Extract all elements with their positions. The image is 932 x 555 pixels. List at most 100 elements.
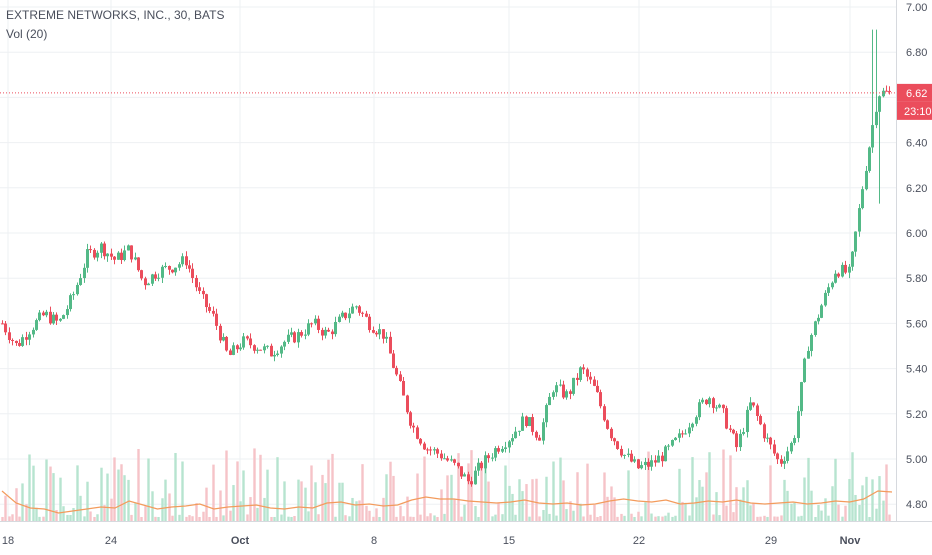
candle-body: [521, 416, 524, 431]
candle-body: [385, 336, 388, 339]
volume-bar: [144, 506, 147, 521]
candle-body: [151, 274, 154, 284]
volume-bar: [321, 474, 324, 521]
candle-body: [766, 437, 769, 439]
candle-body: [45, 311, 48, 316]
candle-body: [572, 377, 575, 394]
candle-body: [484, 455, 487, 469]
price-axis[interactable]: 7.006.806.606.406.206.005.805.605.405.20…: [897, 2, 932, 511]
candle-body: [797, 411, 800, 439]
volume-bar: [504, 465, 507, 521]
candle-body: [882, 90, 885, 97]
volume-bar: [76, 465, 79, 521]
volume-bar: [508, 485, 511, 521]
volume-bar: [644, 502, 647, 521]
candle-body: [181, 256, 184, 265]
candle-body: [718, 404, 721, 408]
candle-body: [433, 449, 436, 451]
candle-body: [348, 313, 351, 319]
volume-bar: [375, 508, 378, 521]
countdown-label: 23:10: [904, 106, 932, 118]
candle-body: [154, 274, 157, 279]
y-tick-label: 5.00: [906, 454, 927, 466]
volume-bar: [25, 504, 28, 521]
volume-bar: [161, 498, 164, 521]
volume-bar: [480, 468, 483, 521]
volume-bar: [661, 516, 664, 521]
candle-body: [304, 334, 307, 336]
candle-body: [480, 462, 483, 469]
candle-body: [650, 460, 653, 467]
volume-bar: [824, 498, 827, 521]
volume-bar: [300, 481, 303, 521]
volume-bar: [35, 507, 38, 521]
candle-body: [144, 278, 147, 286]
candle-body: [222, 336, 225, 341]
volume-bar: [786, 490, 789, 521]
volume-bar: [858, 504, 861, 521]
candle-body: [664, 446, 667, 462]
candle-body: [848, 266, 851, 273]
candle-body: [671, 440, 674, 446]
candle-body: [817, 317, 820, 322]
candle-body: [871, 125, 874, 148]
volume-bar: [606, 496, 609, 521]
candle-body: [606, 420, 609, 429]
candle-body: [800, 382, 803, 412]
volume-bar: [42, 516, 45, 521]
volume-bar: [739, 499, 742, 521]
candle-body: [858, 208, 861, 232]
candle-body: [100, 243, 103, 253]
candle-body: [803, 358, 806, 383]
volume-bar: [219, 490, 222, 521]
volume-bar: [103, 505, 106, 521]
volume-bar: [368, 510, 371, 521]
candle-body: [695, 417, 698, 424]
chart-legend: EXTREME NETWORKS, INC., 30, BATS Vol (20…: [6, 6, 224, 44]
time-axis[interactable]: 18 24 Oct 8 15 22 29 Nov: [2, 535, 861, 547]
volume-bar: [426, 516, 429, 521]
volume-bar: [746, 480, 749, 521]
candle-body: [219, 325, 222, 341]
volume-bar: [317, 514, 320, 521]
volume-bar: [491, 516, 494, 521]
candle-body: [378, 329, 381, 335]
volume-bar: [837, 504, 840, 521]
candle-body: [4, 323, 7, 333]
candle-body: [837, 273, 840, 277]
candle-body: [756, 405, 759, 416]
candle-body: [531, 417, 534, 432]
volume-bar: [324, 483, 327, 521]
volume-bar: [100, 467, 103, 521]
candle-body: [134, 257, 137, 260]
volume-bar: [542, 509, 545, 521]
symbol-title[interactable]: EXTREME NETWORKS, INC., 30, BATS: [6, 8, 225, 22]
candle-body: [106, 253, 109, 257]
volume-bar: [450, 474, 453, 521]
volume-bar: [327, 459, 330, 521]
candle-body: [191, 268, 194, 278]
volume-bar: [790, 503, 793, 521]
candle-body: [103, 243, 106, 257]
volume-bar: [266, 469, 269, 521]
volume-indicator-label[interactable]: Vol (20): [6, 27, 48, 41]
volume-bar: [212, 464, 215, 521]
volume-bar: [205, 487, 208, 521]
volume-bar: [307, 511, 310, 521]
candle-body: [270, 345, 273, 357]
volume-bar: [545, 476, 548, 521]
candle-body: [429, 449, 432, 451]
volume-bar: [225, 450, 228, 521]
volume-bar: [239, 501, 242, 521]
y-tick-label: 6.00: [906, 228, 927, 240]
volume-bar: [674, 515, 677, 521]
candle-body: [188, 265, 191, 269]
candle-body: [854, 231, 857, 252]
volume-bar: [256, 507, 259, 521]
volume-bar: [776, 516, 779, 521]
candle-body: [351, 306, 354, 314]
volume-bar: [708, 452, 711, 521]
volume-bar: [780, 515, 783, 521]
